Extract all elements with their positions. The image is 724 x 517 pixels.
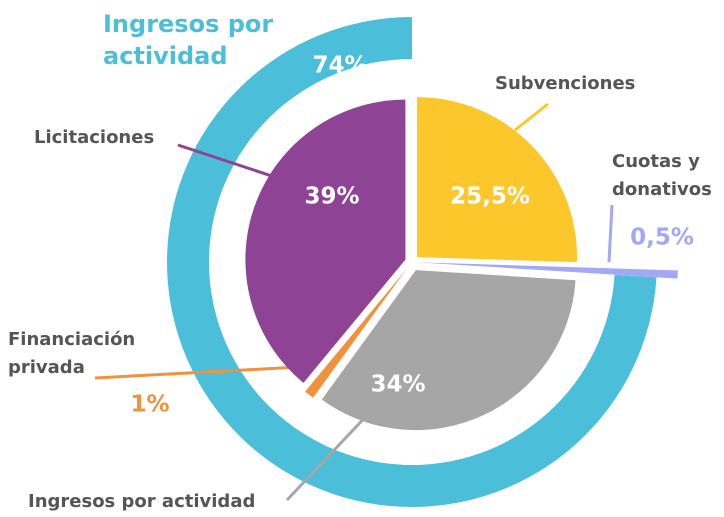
value-label: 0,5% bbox=[630, 225, 694, 251]
value-label: 25,5% bbox=[450, 184, 530, 210]
pie-slice bbox=[415, 262, 678, 279]
pie-slice bbox=[321, 270, 576, 431]
pie-slice bbox=[417, 97, 578, 263]
category-label: Subvenciones bbox=[495, 73, 636, 94]
ring-value-label: 74% bbox=[312, 53, 367, 79]
category-label: Cuotas y donativos bbox=[612, 151, 712, 200]
pie-slice bbox=[245, 99, 406, 383]
leader-line bbox=[514, 102, 549, 132]
leader-line bbox=[607, 204, 614, 263]
ring-title: Ingresos por actividad bbox=[103, 10, 274, 70]
pie-slice bbox=[305, 268, 408, 398]
category-label: Ingresos por actividad bbox=[28, 491, 256, 512]
category-label: Licitaciones bbox=[34, 127, 155, 148]
category-label: Financiación privada bbox=[8, 329, 136, 378]
value-label: 39% bbox=[304, 184, 359, 210]
value-label: 34% bbox=[370, 372, 425, 398]
leader-line bbox=[285, 408, 374, 502]
value-label: 1% bbox=[130, 392, 169, 418]
leader-line bbox=[94, 365, 301, 380]
